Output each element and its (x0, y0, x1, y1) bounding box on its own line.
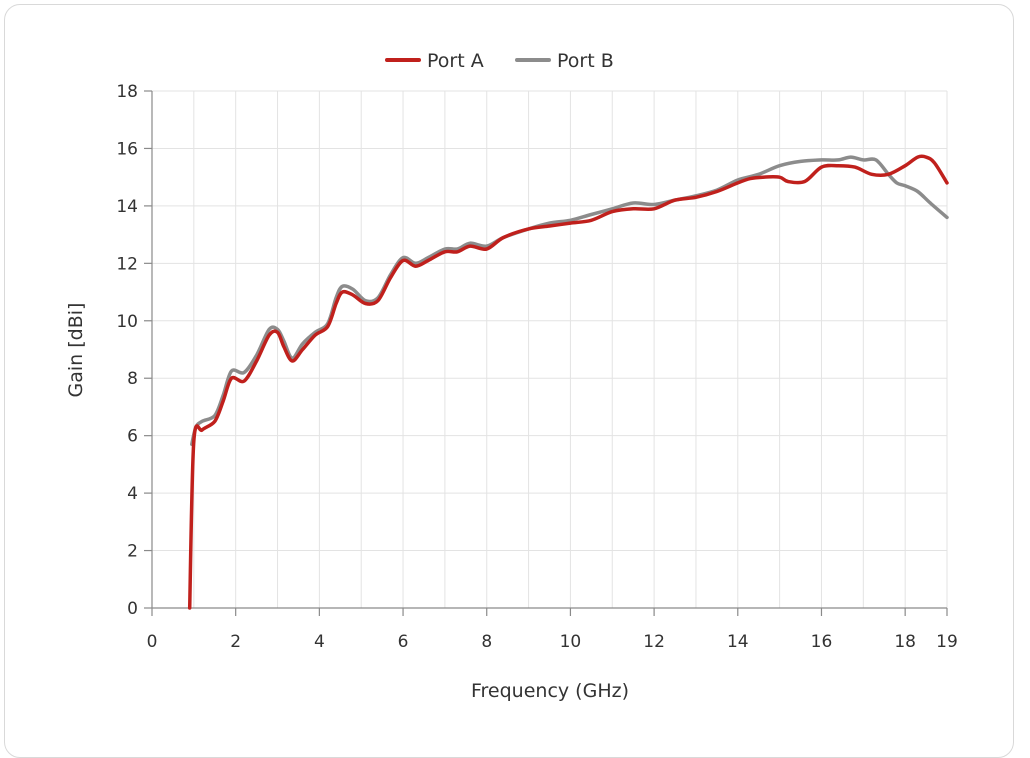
x-tick-label: 4 (314, 632, 325, 652)
legend-label: Port A (427, 50, 484, 72)
x-tick-labels: 0 2 4 6 8 10 12 14 16 18 19 (147, 632, 958, 652)
y-tick-label: 0 (127, 599, 138, 619)
x-tick-label: 6 (398, 632, 409, 652)
y-tick-labels: 0 2 4 6 8 10 12 14 16 18 (116, 82, 138, 619)
series-line-port-b (190, 155, 949, 447)
legend-label: Port B (557, 50, 614, 72)
y-tick-label: 12 (116, 254, 138, 274)
y-tick-label: 10 (116, 312, 138, 332)
x-axis-title: Frequency (GHz) (471, 680, 629, 702)
x-tick-label: 0 (147, 632, 158, 652)
y-tick-label: 2 (127, 542, 138, 562)
series-line-port-a (187, 154, 949, 610)
y-tick-label: 4 (127, 484, 138, 504)
grid (152, 90, 948, 608)
y-axis-title: Gain [dBi] (65, 303, 87, 398)
x-tick-label: 12 (643, 632, 665, 652)
x-tick-label: 8 (481, 632, 492, 652)
x-tick-label: 14 (727, 632, 749, 652)
x-tick-label: 16 (811, 632, 833, 652)
chart-card (4, 4, 1014, 758)
legend-item-port-a[interactable]: Port A (385, 50, 484, 72)
series-lines (187, 154, 949, 610)
y-tick-label: 18 (116, 82, 138, 102)
y-tick-label: 16 (116, 139, 138, 159)
y-tick-label: 14 (116, 197, 138, 217)
axes (144, 90, 948, 616)
legend[interactable]: Port A Port B (385, 50, 614, 72)
legend-item-port-b[interactable]: Port B (515, 50, 614, 72)
x-tick-label: 10 (560, 632, 582, 652)
gain-chart: 0 2 4 6 8 10 12 14 16 18 19 0 2 4 6 8 10 12 14 16 18 Port A… (65, 50, 958, 702)
y-tick-label: 8 (127, 369, 138, 389)
x-tick-label: 19 (936, 632, 958, 652)
y-tick-label: 6 (127, 427, 138, 447)
x-tick-label: 18 (894, 632, 916, 652)
x-tick-label: 2 (230, 632, 241, 652)
